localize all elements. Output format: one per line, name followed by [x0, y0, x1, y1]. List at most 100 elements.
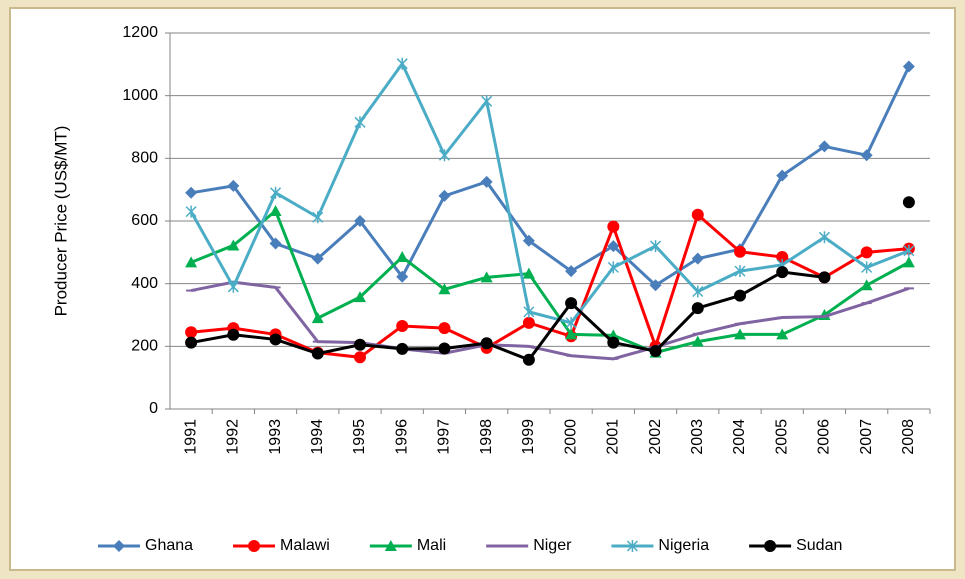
marker [764, 540, 777, 552]
line [190, 65, 911, 288]
marker [311, 252, 324, 265]
marker [480, 271, 493, 283]
marker [384, 540, 397, 551]
marker [818, 271, 831, 284]
marker [818, 231, 830, 244]
marker [818, 140, 831, 153]
marker [860, 279, 873, 291]
marker [311, 347, 324, 360]
x-tick-label: 1992 [225, 419, 242, 455]
x-tick-label: 2008 [900, 419, 917, 455]
x-tick-label: 2004 [731, 419, 748, 455]
marker [649, 345, 662, 358]
marker [185, 186, 198, 199]
x-tick-label: 2000 [562, 419, 579, 455]
x-tick-label: 1997 [436, 419, 453, 455]
line [190, 280, 910, 361]
marker [481, 95, 493, 108]
line [189, 60, 910, 325]
series [185, 196, 915, 366]
marker [396, 319, 409, 332]
marker [902, 196, 915, 209]
marker [227, 239, 240, 251]
marker [776, 251, 789, 264]
x-tick-label: 1995 [351, 419, 368, 455]
marker [902, 60, 915, 73]
y-tick-label: 1200 [122, 24, 158, 41]
marker [607, 261, 619, 274]
x-tick-label: 1998 [478, 419, 495, 455]
x-tick-label: 2006 [816, 419, 833, 455]
marker [354, 215, 366, 227]
marker [565, 316, 577, 329]
series [185, 204, 915, 358]
x-tick-label: 1996 [393, 419, 410, 455]
marker [565, 265, 578, 278]
marker [354, 291, 366, 303]
marker [185, 326, 198, 339]
marker [270, 186, 282, 199]
marker [522, 234, 535, 247]
marker [269, 237, 282, 250]
legend-label: Mali [417, 537, 446, 554]
y-tick-label: 1000 [122, 87, 158, 104]
marker [607, 336, 620, 349]
marker [396, 251, 409, 263]
x-tick-label: 2001 [605, 419, 622, 455]
line [190, 208, 910, 355]
marker [734, 289, 746, 302]
y-tick-label: 200 [131, 338, 158, 355]
legend-label: Malawi [280, 537, 330, 554]
marker [227, 179, 240, 192]
x-tick-label: 2005 [773, 419, 790, 455]
legend-label: Sudan [796, 537, 842, 554]
y-tick-label: 800 [131, 150, 158, 167]
panel [9, 7, 956, 571]
marker [438, 283, 451, 295]
marker [734, 328, 746, 340]
marker [860, 149, 873, 162]
marker [776, 169, 789, 182]
marker [523, 305, 535, 318]
marker [438, 322, 451, 335]
marker [354, 351, 366, 364]
marker [438, 342, 451, 355]
marker [480, 337, 493, 350]
marker [650, 240, 662, 253]
marker [438, 149, 450, 162]
marker [522, 267, 535, 279]
marker [248, 540, 261, 552]
marker [185, 205, 197, 218]
marker [691, 208, 704, 221]
marker [776, 328, 789, 340]
marker [396, 342, 409, 355]
series [185, 57, 915, 329]
marker [776, 266, 789, 279]
marker [691, 252, 704, 265]
legend-label: Niger [533, 537, 572, 554]
marker [565, 328, 578, 340]
marker [354, 338, 366, 351]
marker [185, 336, 198, 349]
series [186, 280, 914, 361]
marker [312, 211, 324, 224]
marker [522, 316, 535, 329]
legend-label: Nigeria [658, 537, 709, 554]
marker [522, 353, 535, 366]
marker [565, 297, 578, 310]
x-tick-label: 1999 [520, 419, 537, 455]
marker [438, 189, 451, 202]
marker [691, 302, 704, 315]
marker [269, 204, 282, 216]
marker [311, 312, 324, 324]
x-tick-label: 1991 [182, 419, 199, 455]
marker [480, 175, 493, 188]
legend-label: Ghana [145, 537, 193, 554]
marker [269, 333, 282, 346]
marker [227, 280, 239, 293]
marker [607, 220, 620, 233]
marker [396, 270, 409, 283]
marker [691, 335, 704, 347]
x-tick-label: 2003 [689, 419, 706, 455]
